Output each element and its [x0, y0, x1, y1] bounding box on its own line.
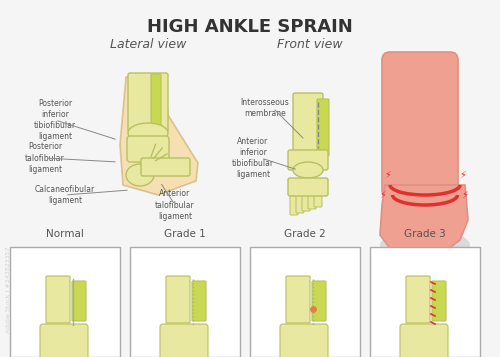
FancyBboxPatch shape [293, 93, 323, 157]
FancyBboxPatch shape [286, 276, 310, 323]
Ellipse shape [388, 251, 398, 265]
FancyBboxPatch shape [46, 276, 70, 323]
FancyBboxPatch shape [127, 136, 169, 162]
FancyBboxPatch shape [382, 52, 458, 198]
FancyBboxPatch shape [406, 276, 430, 323]
FancyBboxPatch shape [151, 74, 161, 131]
FancyBboxPatch shape [40, 324, 88, 357]
Ellipse shape [126, 164, 154, 186]
FancyBboxPatch shape [308, 185, 316, 209]
Text: Posterior
inferior
tibiofibular
ligament: Posterior inferior tibiofibular ligament [34, 99, 76, 141]
FancyBboxPatch shape [10, 247, 120, 357]
FancyBboxPatch shape [432, 281, 446, 321]
FancyBboxPatch shape [250, 247, 360, 357]
Text: Grade 3: Grade 3 [404, 229, 446, 239]
Point [309, 306, 317, 312]
FancyBboxPatch shape [166, 276, 190, 323]
FancyBboxPatch shape [130, 247, 240, 357]
FancyBboxPatch shape [192, 281, 206, 321]
Ellipse shape [423, 251, 433, 265]
Text: Grade 2: Grade 2 [284, 229, 326, 239]
Ellipse shape [128, 123, 168, 143]
FancyBboxPatch shape [370, 247, 480, 357]
Text: Anterior
inferior
tibiofibular
ligament: Anterior inferior tibiofibular ligament [232, 137, 274, 179]
FancyBboxPatch shape [288, 178, 328, 196]
FancyBboxPatch shape [72, 281, 86, 321]
Text: Anterior
talofibular
ligament: Anterior talofibular ligament [155, 190, 195, 221]
Ellipse shape [380, 230, 470, 260]
FancyBboxPatch shape [302, 185, 310, 211]
FancyBboxPatch shape [296, 185, 304, 213]
FancyBboxPatch shape [128, 73, 168, 132]
FancyBboxPatch shape [312, 281, 326, 321]
Text: ⚡: ⚡ [384, 170, 392, 180]
FancyBboxPatch shape [317, 99, 329, 156]
FancyBboxPatch shape [290, 185, 298, 215]
Polygon shape [380, 185, 468, 255]
FancyBboxPatch shape [141, 158, 190, 176]
Ellipse shape [293, 162, 323, 178]
FancyBboxPatch shape [314, 185, 322, 207]
Text: Adobe Stock | #243823357: Adobe Stock | #243823357 [5, 247, 11, 333]
Text: Posterior
talofibular
ligament: Posterior talofibular ligament [25, 142, 65, 174]
Polygon shape [120, 77, 198, 195]
Text: HIGH ANKLE SPRAIN: HIGH ANKLE SPRAIN [147, 18, 353, 36]
Text: ⚡: ⚡ [380, 190, 386, 200]
Ellipse shape [412, 251, 422, 265]
Text: Interosseous
membrane: Interosseous membrane [240, 98, 290, 118]
Ellipse shape [400, 251, 410, 265]
FancyBboxPatch shape [400, 324, 448, 357]
Ellipse shape [433, 251, 443, 265]
Text: Normal: Normal [46, 229, 84, 239]
Text: Front view: Front view [277, 38, 343, 51]
Text: ⚡: ⚡ [460, 170, 466, 180]
FancyBboxPatch shape [288, 150, 328, 170]
Text: Lateral view: Lateral view [110, 38, 186, 51]
FancyBboxPatch shape [160, 324, 208, 357]
FancyBboxPatch shape [280, 324, 328, 357]
Text: Calcaneofibular
ligament: Calcaneofibular ligament [35, 185, 95, 205]
Text: ⚡: ⚡ [462, 190, 468, 200]
Text: Grade 1: Grade 1 [164, 229, 206, 239]
